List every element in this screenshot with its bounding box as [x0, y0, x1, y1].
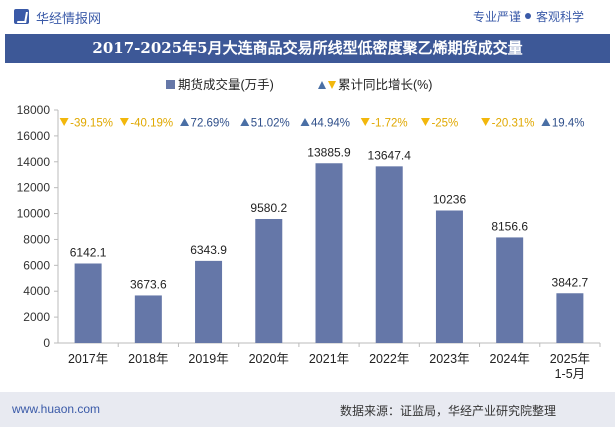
bar-value-label: 6142.1: [70, 245, 107, 259]
footer-website[interactable]: www.huaon.com: [12, 402, 101, 416]
bar[interactable]: [375, 166, 403, 343]
growth-label: 72.69%: [191, 118, 230, 130]
y-tick-label: 16000: [17, 129, 51, 143]
y-tick-label: 0: [43, 336, 50, 350]
tag-professional: 专业严谨: [473, 10, 522, 24]
growth-down-triangle-icon: [420, 118, 430, 126]
bar[interactable]: [255, 218, 283, 343]
x-tick-label: 2024年: [490, 352, 530, 366]
bar[interactable]: [315, 163, 343, 343]
legend-label-volume: 期货成交量(万手): [178, 78, 274, 92]
bar-value-label: 9580.2: [250, 201, 287, 215]
bar[interactable]: [496, 237, 524, 343]
title-banner: [5, 34, 610, 63]
growth-label: -39.15%: [70, 118, 113, 130]
growth-down-triangle-icon: [481, 118, 491, 126]
bar-value-label: 13885.9: [307, 145, 351, 159]
growth-up-triangle-icon: [300, 118, 310, 126]
growth-down-triangle-icon: [360, 118, 370, 126]
growth-label: -20.31%: [492, 118, 535, 130]
footer-source: 数据来源：证监局，华经产业研究院整理: [340, 404, 557, 418]
y-tick-label: 2000: [23, 310, 50, 324]
x-tick-label: 2019年: [188, 352, 228, 366]
plot-area: 0 2000 4000 6000 8000 10000 12000 14000 16000 180…: [17, 103, 601, 381]
growth-up-triangle-icon: [240, 118, 250, 126]
growth-up-triangle-icon: [180, 118, 190, 126]
y-tick-label: 8000: [23, 232, 50, 246]
brand-name: 华经情报网: [36, 11, 102, 26]
y-tick-label: 6000: [23, 258, 50, 272]
bar-value-label: 6343.9: [190, 243, 227, 257]
separator-dot-icon: [525, 13, 531, 19]
legend-item-growth: 累计同比增长(%): [318, 74, 432, 93]
chart-title: 2017-2025年5月大连商品交易所线型低密度聚乙烯期货成交量: [92, 39, 523, 57]
bar[interactable]: [74, 263, 102, 343]
bar-value-label: 3842.7: [552, 275, 589, 289]
x-tick-label: 2017年: [68, 352, 108, 366]
bar[interactable]: [195, 260, 223, 343]
growth-label: -25%: [431, 118, 458, 130]
x-tick-label: 2025年 1-5月: [550, 352, 590, 381]
logo-icon: [14, 9, 29, 24]
growth-down-triangle-icon: [59, 118, 69, 126]
y-tick-label: 4000: [23, 284, 50, 298]
bar-value-label: 13647.4: [368, 148, 412, 162]
y-tick-label: 10000: [17, 207, 51, 221]
x-tick-label: 2021年: [309, 352, 349, 366]
bar-value-label: 10236: [433, 193, 467, 207]
bar-value-label: 8156.6: [491, 219, 528, 233]
growth-label: -1.72%: [371, 118, 407, 130]
growth-label: 19.4%: [552, 118, 585, 130]
growth-up-triangle-icon: [541, 118, 551, 126]
growth-label: 44.94%: [311, 118, 350, 130]
top-bar: 华经情报网 专业严谨 客观科学: [0, 0, 615, 34]
growth-label: -40.19%: [130, 118, 173, 130]
bar[interactable]: [134, 295, 162, 343]
legend-item-volume: 期货成交量(万手): [166, 74, 274, 93]
y-tick-label: 12000: [17, 181, 51, 195]
y-tick-label: 18000: [17, 103, 51, 117]
legend-triangle-down-icon: [328, 81, 336, 89]
x-tick-label: 2020年: [249, 352, 289, 366]
bar-value-label: 3673.6: [130, 277, 167, 291]
x-tick-label: 2022年: [369, 352, 409, 366]
y-tick-label: 14000: [17, 155, 51, 169]
x-tick-label: 2023年: [429, 352, 469, 366]
legend-swatch-volume: [166, 80, 175, 89]
legend-triangle-up-icon: [318, 81, 326, 89]
legend-label-growth: 累计同比增长(%): [338, 78, 433, 92]
x-tick-label: 2018年: [128, 352, 168, 366]
growth-label: 51.02%: [251, 118, 290, 130]
growth-down-triangle-icon: [119, 118, 129, 126]
bar[interactable]: [435, 210, 463, 343]
bar[interactable]: [556, 293, 584, 343]
tag-objective: 客观科学: [536, 10, 585, 24]
footer-bar: [0, 392, 615, 427]
